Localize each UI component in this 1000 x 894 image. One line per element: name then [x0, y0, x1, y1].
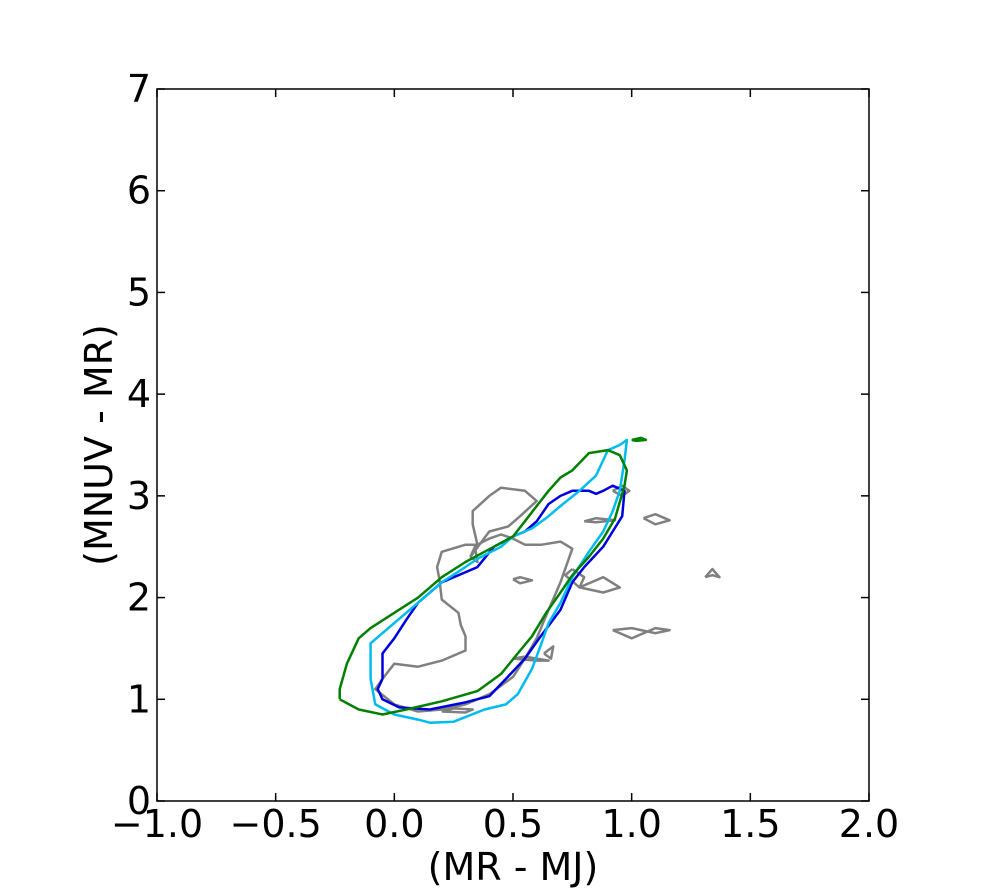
- contour-series-3-line-1: [631, 436, 648, 443]
- x-tick-label: 0.5: [483, 802, 543, 846]
- y-tick-label: 0: [127, 779, 151, 823]
- contour-series-0-line-13: [704, 567, 721, 579]
- x-tick-label: 1.0: [601, 802, 661, 846]
- y-tick-label: 4: [127, 372, 151, 416]
- contour-layer: [338, 436, 721, 724]
- x-tick-label: 0.0: [364, 802, 424, 846]
- y-tick-label: 7: [127, 67, 151, 111]
- contour-series-1-line-0: [376, 484, 626, 711]
- x-axis-label: (MR - MJ): [428, 845, 599, 889]
- y-tick-label: 2: [127, 576, 151, 620]
- tick-layer: −1.0 −0.5 0.0 0.5 1.0 1.5 2.0 0 1 2 3 4 5 6 7: [111, 67, 899, 846]
- y-tick-label: 3: [127, 474, 151, 518]
- y-tick-label: 6: [127, 169, 151, 213]
- contour-series-3-line-0: [338, 448, 629, 716]
- y-tick-label: 1: [127, 677, 151, 721]
- contour-series-0-line-2: [469, 486, 538, 558]
- contour-series-0-line-6: [512, 575, 534, 585]
- x-tick-label: 2.0: [839, 802, 899, 846]
- x-tick-label: −1.0: [111, 802, 203, 846]
- contour-series-0-line-0: [374, 533, 574, 713]
- contour-series-0-line-11: [642, 512, 671, 526]
- y-tick-label: 5: [127, 270, 151, 314]
- y-axis-label: (MNUV - MR): [77, 324, 121, 566]
- plot-frame: [156, 88, 870, 802]
- contour-series-2-line-0: [369, 438, 629, 724]
- x-tick-label: 1.5: [720, 802, 780, 846]
- x-tick-label: −0.5: [230, 802, 322, 846]
- contour-series-0-line-5: [579, 575, 622, 594]
- contour-series-0-line-7: [512, 655, 550, 662]
- contour-series-0-line-12: [612, 626, 671, 640]
- contour-series-0-line-8: [543, 645, 555, 660]
- contour-series-0-line-9: [441, 707, 474, 714]
